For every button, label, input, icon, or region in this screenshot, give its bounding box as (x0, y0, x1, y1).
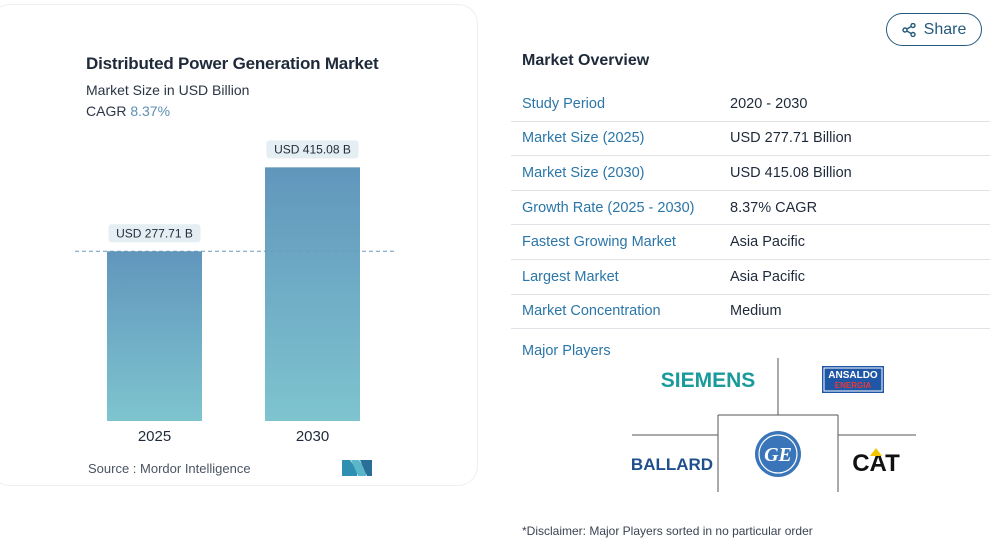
major-players-grid: SIEMENS ANSALDO ENERGIA BALLARD GE CAT (632, 358, 916, 492)
table-row: Growth Rate (2025 - 2030) 8.37% CAGR (511, 191, 990, 226)
table-row: Fastest Growing Market Asia Pacific (511, 225, 990, 260)
chart-cagr: CAGR 8.37% (86, 103, 170, 119)
cagr-label: CAGR (86, 103, 127, 119)
data-label: USD 415.08 B (274, 142, 351, 156)
data-label-bg (108, 224, 201, 243)
row-value: Asia Pacific (730, 268, 805, 285)
overview-table: Study Period 2020 - 2030 Market Size (20… (511, 87, 990, 330)
ge-logo-text: GE (764, 444, 792, 466)
ansaldo-top-text: ANSALDO (828, 370, 878, 381)
data-label: USD 277.71 B (116, 226, 193, 240)
row-label[interactable]: Largest Market (522, 268, 619, 285)
bar-chart: USD 277.71 B 2025 USD 415.08 B 2030 (75, 140, 395, 445)
table-row: Market Size (2030) USD 415.08 Billion (511, 156, 990, 191)
share-icon (901, 22, 916, 37)
row-label[interactable]: Market Size (2030) (522, 164, 645, 181)
chart-title: Distributed Power Generation Market (86, 54, 379, 73)
x-tick-label: 2030 (296, 428, 329, 445)
ansaldo-bottom-text: ENERGIA (835, 381, 872, 390)
chart-source: Source : Mordor Intelligence (88, 461, 251, 476)
share-label: Share (923, 20, 967, 38)
table-row: Study Period 2020 - 2030 (511, 87, 990, 122)
table-row: Largest Market Asia Pacific (511, 260, 990, 295)
bar-2025 (107, 251, 202, 421)
row-label[interactable]: Market Concentration (522, 303, 661, 320)
row-value: 2020 - 2030 (730, 95, 808, 112)
row-label[interactable]: Market Size (2025) (522, 130, 645, 147)
chart-subtitle: Market Size in USD Billion (86, 82, 250, 98)
disclaimer: *Disclaimer: Major Players sorted in no … (522, 524, 813, 538)
overview-title: Market Overview (522, 52, 650, 69)
row-label[interactable]: Fastest Growing Market (522, 234, 676, 251)
row-value: 8.37% CAGR (730, 199, 818, 216)
row-value: Asia Pacific (730, 234, 805, 251)
row-value: USD 415.08 Billion (730, 164, 852, 181)
row-label[interactable]: Study Period (522, 95, 606, 112)
row-value: Medium (730, 303, 782, 320)
siemens-logo[interactable]: SIEMENS (661, 369, 756, 392)
bar-2030 (265, 167, 360, 421)
chart-card (0, 4, 478, 486)
table-row: Market Size (2025) USD 277.71 Billion (511, 122, 990, 157)
mordor-logo-icon (342, 460, 372, 476)
x-tick-label: 2025 (138, 428, 171, 445)
ansaldo-logo[interactable]: ANSALDO ENERGIA (822, 366, 884, 393)
data-label-bg (266, 140, 359, 159)
cat-triangle-icon (870, 448, 882, 456)
table-row: Market Concentration Medium (511, 295, 990, 330)
ballard-logo[interactable]: BALLARD (632, 455, 713, 474)
ge-logo[interactable]: GE (755, 431, 801, 477)
major-players-label[interactable]: Major Players (522, 343, 611, 359)
cagr-value: 8.37% (130, 103, 171, 119)
share-button[interactable]: Share (886, 13, 982, 46)
row-value: USD 277.71 Billion (730, 130, 852, 147)
row-label[interactable]: Growth Rate (2025 - 2030) (522, 199, 695, 216)
